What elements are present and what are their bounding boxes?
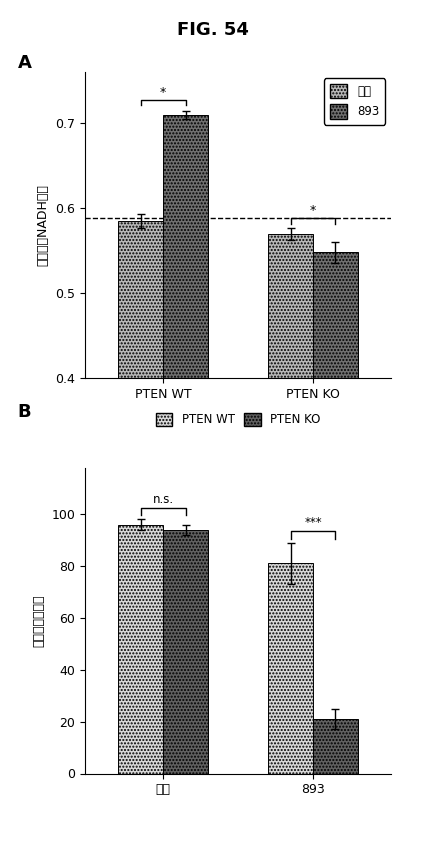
Y-axis label: 生存パーセント: 生存パーセント (33, 594, 46, 647)
Legend: 対照, 893: 対照, 893 (324, 78, 385, 125)
Text: B: B (18, 403, 31, 422)
Bar (313, 719, 358, 774)
Legend: PTEN WT, PTEN KO: PTEN WT, PTEN KO (152, 409, 324, 430)
Bar (268, 564, 313, 774)
Bar (118, 524, 163, 774)
Text: n.s.: n.s. (153, 493, 173, 506)
Bar (163, 115, 208, 718)
Text: FIG. 54: FIG. 54 (176, 21, 249, 39)
Text: *: * (160, 86, 166, 99)
Bar (268, 234, 313, 718)
Bar (313, 252, 358, 718)
Bar (118, 221, 163, 718)
Text: ***: *** (304, 516, 322, 529)
Text: *: * (310, 204, 316, 217)
Y-axis label: 結合したNADH画分: 結合したNADH画分 (37, 184, 50, 266)
Text: A: A (18, 54, 31, 72)
Bar (163, 530, 208, 774)
